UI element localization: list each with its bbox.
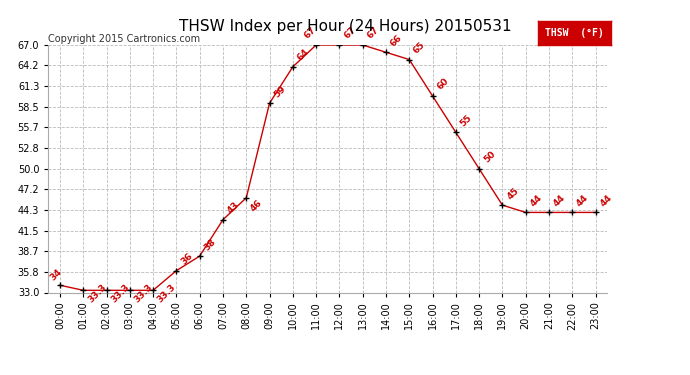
Text: 33.3: 33.3 <box>132 282 155 304</box>
Text: Copyright 2015 Cartronics.com: Copyright 2015 Cartronics.com <box>48 34 200 44</box>
Text: 33.3: 33.3 <box>156 282 178 304</box>
Text: 36: 36 <box>179 251 195 267</box>
Text: 33.3: 33.3 <box>86 282 108 304</box>
Text: 55: 55 <box>459 113 474 128</box>
Text: THSW  (°F): THSW (°F) <box>545 28 604 38</box>
Text: THSW Index per Hour (24 Hours) 20150531: THSW Index per Hour (24 Hours) 20150531 <box>179 19 511 34</box>
Text: 33.3: 33.3 <box>109 282 131 304</box>
Text: 60: 60 <box>435 76 451 92</box>
Text: 67: 67 <box>342 26 357 41</box>
Text: 45: 45 <box>505 186 520 201</box>
Text: 50: 50 <box>482 150 497 165</box>
Text: 44: 44 <box>575 193 591 208</box>
Text: 44: 44 <box>552 193 567 208</box>
Text: 38: 38 <box>202 237 217 252</box>
Text: 46: 46 <box>249 198 264 213</box>
Text: 34: 34 <box>49 267 64 282</box>
Text: 44: 44 <box>598 193 613 208</box>
Text: 43: 43 <box>226 200 241 216</box>
Text: 65: 65 <box>412 40 427 56</box>
Text: 67: 67 <box>366 26 381 41</box>
Text: 59: 59 <box>273 84 288 99</box>
Text: 44: 44 <box>529 193 544 208</box>
Text: 67: 67 <box>302 26 317 41</box>
Text: 66: 66 <box>388 33 404 48</box>
Text: 64: 64 <box>295 47 311 63</box>
